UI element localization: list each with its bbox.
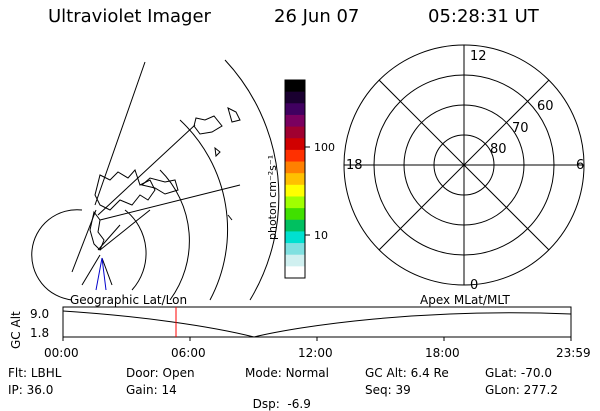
status-key: Gain: xyxy=(126,383,158,397)
status-value: 39 xyxy=(395,383,411,397)
map-latitude-arc xyxy=(159,169,190,301)
map-latitude-arc xyxy=(31,209,83,301)
instrument-title: Ultraviolet Imager xyxy=(48,6,211,27)
timeline-x-tick: 00:00 xyxy=(44,346,79,360)
right-panel-label: Apex MLat/MLT xyxy=(420,293,510,307)
geographic-map xyxy=(31,59,280,301)
map-latitude-arc xyxy=(224,59,280,301)
status-value: -70.0 xyxy=(520,366,552,380)
colorbar-band xyxy=(285,219,305,233)
timeline-x-tick: 23:59 xyxy=(556,346,591,360)
coastline-island xyxy=(227,214,233,221)
mlt-label-12: 12 xyxy=(470,49,487,64)
map-latitude-arc xyxy=(124,209,147,291)
status-key: IP: xyxy=(8,383,23,397)
coastline-island xyxy=(140,177,179,195)
satellite-nadir-line xyxy=(101,257,107,291)
status-ip: IP: 36.0 xyxy=(8,383,53,397)
coastline-island xyxy=(193,115,223,135)
status-glon: GLon: 277.2 xyxy=(485,383,558,397)
colorbar-band xyxy=(285,243,305,256)
colorbar-tick-label: 10 xyxy=(314,229,328,242)
left-panel-label: Geographic Lat/Lon xyxy=(70,293,187,307)
map-longitude-line xyxy=(97,124,196,216)
colorbar-band xyxy=(285,103,305,116)
status-value: Open xyxy=(162,366,195,380)
colorbar-band xyxy=(285,161,305,174)
colorbar-band xyxy=(285,91,305,104)
mlat-label-80: 80 xyxy=(490,142,507,157)
colorbar-frame xyxy=(284,79,306,279)
colorbar-band xyxy=(285,266,305,279)
status-value: 14 xyxy=(161,383,177,397)
status-key: Dsp: xyxy=(252,397,280,411)
mlt-label-18: 18 xyxy=(346,158,363,173)
status-key: GLat: xyxy=(485,366,518,380)
altitude-curve xyxy=(62,310,572,338)
coastline-peninsula xyxy=(89,210,105,251)
colorbar-band xyxy=(285,196,305,209)
map-longitude-line xyxy=(99,209,151,251)
status-dsp: Dsp: -6.9 xyxy=(245,383,311,411)
status-seq: Seq: 39 xyxy=(365,383,411,397)
timeline-x-tick: 12:00 xyxy=(298,346,333,360)
mlat-label-70: 70 xyxy=(512,121,529,136)
colorbar-band xyxy=(285,138,305,151)
status-gain: Gain: 14 xyxy=(126,383,177,397)
coastline-island xyxy=(214,146,221,158)
mlt-label-6: 6 xyxy=(576,158,584,173)
colorbar-unit-label: photon cm⁻²s⁻¹ xyxy=(266,155,279,240)
status-value: Normal xyxy=(285,366,329,380)
status-key: Flt: xyxy=(8,366,27,380)
timeline-x-tick: 18:00 xyxy=(425,346,460,360)
mlt-label-0: 0 xyxy=(470,278,478,293)
colorbar-band xyxy=(285,173,305,186)
satellite-nadir-line xyxy=(95,257,103,291)
map-latitude-arc xyxy=(179,119,228,301)
colorbar-band xyxy=(285,126,305,139)
timeline-y-tick: 9.0 xyxy=(30,307,49,321)
colorbar-tick-label: 100 xyxy=(314,141,335,154)
timeline-axis-label: GC Alt xyxy=(9,311,23,349)
colorbar-band xyxy=(285,114,305,128)
colorbar-band xyxy=(285,254,305,267)
timeline-y-tick: 1.8 xyxy=(30,326,49,340)
status-glat: GLat: -70.0 xyxy=(485,366,552,380)
status-value: 6.4 Re xyxy=(410,366,449,380)
mlat-label-60: 60 xyxy=(537,99,554,114)
coastline-antarctica xyxy=(94,169,156,211)
map-longitude-line xyxy=(101,257,113,286)
status-value: LBHL xyxy=(30,366,62,380)
date-label: 26 Jun 07 xyxy=(274,6,360,27)
timeline-frame xyxy=(62,306,572,338)
status-mode: Mode: Normal xyxy=(245,366,329,380)
status-filter: Flt: LBHL xyxy=(8,366,61,380)
polar-diagonal xyxy=(378,79,550,251)
status-key: Door: xyxy=(126,366,159,380)
status-key: GLon: xyxy=(485,383,520,397)
status-key: Seq: xyxy=(365,383,392,397)
status-gc-alt: GC Alt: 6.4 Re xyxy=(365,366,449,380)
map-longitude-line xyxy=(99,184,241,221)
uvi-display: 100 10 photon cm⁻²s⁻¹ 12 18 6 0 60 70 80… xyxy=(9,44,591,360)
colorbar-band xyxy=(285,231,305,244)
coastline-island xyxy=(227,107,241,123)
map-longitude-line xyxy=(81,254,101,286)
colorbar-band xyxy=(285,208,305,221)
status-value: 277.2 xyxy=(523,383,558,397)
status-key: Mode: xyxy=(245,366,282,380)
status-key: GC Alt: xyxy=(365,366,407,380)
colorbar-band xyxy=(285,80,305,93)
colorbar-band xyxy=(285,184,305,198)
mlat-mlt-polar-plot xyxy=(343,44,585,286)
status-value: -6.9 xyxy=(279,397,311,411)
intensity-colorbar xyxy=(285,80,305,279)
time-label: 05:28:31 UT xyxy=(428,6,539,27)
status-door: Door: Open xyxy=(126,366,195,380)
timeline-x-tick: 06:00 xyxy=(171,346,206,360)
colorbar-band xyxy=(285,149,305,163)
status-value: 36.0 xyxy=(26,383,54,397)
map-longitude-line xyxy=(94,61,146,206)
altitude-timeline xyxy=(62,306,572,341)
